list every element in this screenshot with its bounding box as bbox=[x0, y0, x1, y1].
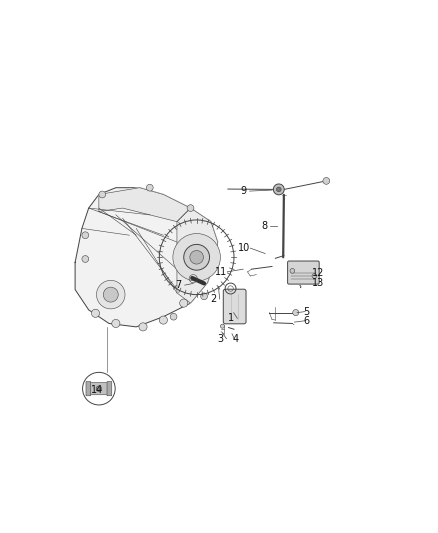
Circle shape bbox=[220, 324, 224, 328]
Circle shape bbox=[96, 386, 102, 391]
Circle shape bbox=[190, 251, 203, 264]
Circle shape bbox=[99, 191, 106, 198]
FancyBboxPatch shape bbox=[223, 289, 246, 324]
Text: 4: 4 bbox=[233, 334, 239, 344]
Circle shape bbox=[201, 293, 208, 300]
Text: 8: 8 bbox=[261, 221, 267, 231]
Text: 14: 14 bbox=[91, 385, 103, 394]
Circle shape bbox=[184, 245, 209, 270]
Text: 7: 7 bbox=[176, 280, 182, 290]
Circle shape bbox=[96, 280, 125, 309]
Text: 11: 11 bbox=[215, 267, 227, 277]
FancyBboxPatch shape bbox=[86, 382, 91, 396]
Text: 13: 13 bbox=[312, 278, 324, 288]
Circle shape bbox=[211, 249, 218, 256]
Circle shape bbox=[82, 232, 88, 239]
Circle shape bbox=[290, 269, 295, 273]
FancyBboxPatch shape bbox=[89, 383, 108, 395]
Circle shape bbox=[293, 310, 299, 316]
Circle shape bbox=[170, 313, 177, 320]
Text: 6: 6 bbox=[304, 316, 310, 326]
Circle shape bbox=[146, 184, 153, 191]
Text: 1: 1 bbox=[228, 313, 234, 324]
FancyBboxPatch shape bbox=[107, 382, 112, 396]
Circle shape bbox=[159, 316, 167, 324]
Circle shape bbox=[103, 287, 118, 302]
Circle shape bbox=[323, 177, 330, 184]
Text: 5: 5 bbox=[304, 306, 310, 317]
Text: 12: 12 bbox=[312, 268, 325, 278]
Circle shape bbox=[82, 256, 88, 262]
Circle shape bbox=[312, 273, 317, 278]
Circle shape bbox=[92, 309, 99, 317]
Circle shape bbox=[180, 299, 188, 307]
Circle shape bbox=[173, 233, 220, 281]
Polygon shape bbox=[75, 188, 218, 327]
Polygon shape bbox=[99, 188, 191, 222]
Circle shape bbox=[273, 184, 284, 195]
Text: 10: 10 bbox=[238, 243, 250, 253]
Circle shape bbox=[187, 205, 194, 212]
Polygon shape bbox=[177, 208, 218, 303]
FancyBboxPatch shape bbox=[288, 261, 319, 284]
Text: 9: 9 bbox=[240, 186, 247, 196]
Circle shape bbox=[112, 319, 120, 328]
Text: 2: 2 bbox=[211, 294, 217, 304]
Circle shape bbox=[139, 323, 147, 331]
Circle shape bbox=[276, 187, 281, 192]
Text: 3: 3 bbox=[217, 334, 223, 344]
